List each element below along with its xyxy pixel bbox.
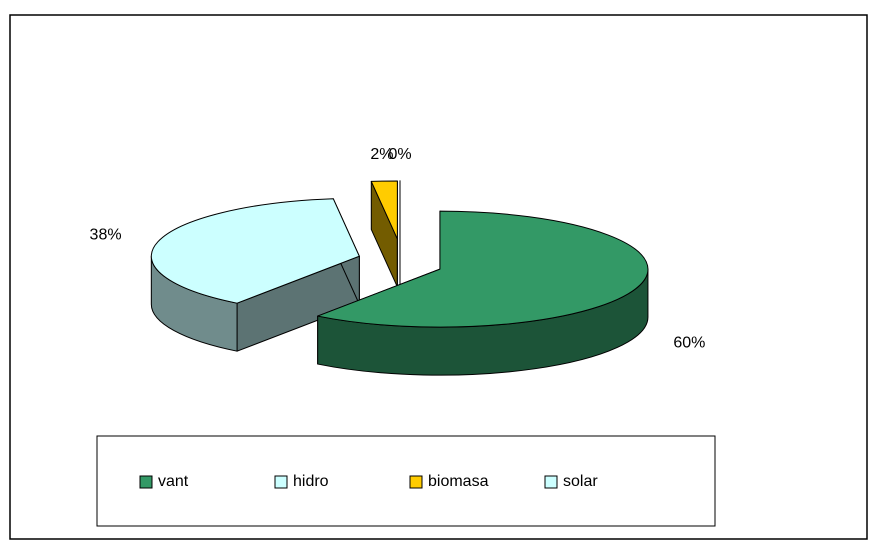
slice <box>150 198 360 304</box>
data-label: 60% <box>673 334 705 351</box>
legend-label: hidro <box>293 473 329 490</box>
legend-swatch <box>544 475 558 489</box>
legend-label: solar <box>563 473 598 490</box>
data-label: 2% <box>370 146 393 163</box>
legend-swatch <box>274 475 288 489</box>
data-label: 0% <box>388 146 411 163</box>
legend-box <box>96 435 716 527</box>
legend-swatch <box>139 475 153 489</box>
slice <box>317 210 649 328</box>
slice <box>370 180 398 240</box>
data-label: 38% <box>90 227 122 244</box>
legend-label: vant <box>158 473 189 490</box>
legend-label: biomasa <box>428 473 489 490</box>
legend-swatch <box>409 475 423 489</box>
